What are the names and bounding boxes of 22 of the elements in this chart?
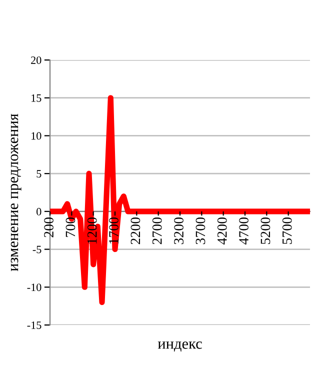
x-tick-label: 200: [44, 218, 54, 238]
y-tick-label: 5: [36, 170, 42, 178]
x-tick-label: 1700: [109, 218, 118, 244]
x-tick-label: 5700: [282, 218, 292, 244]
x-tick-label: 4200: [217, 218, 227, 244]
y-axis-title: изменение предложения: [10, 114, 22, 272]
x-tick-label: 700: [66, 218, 76, 237]
y-tick-label: 20: [31, 56, 42, 64]
x-tick-label: 2700: [152, 218, 162, 244]
y-tick-label: 0: [36, 208, 42, 216]
x-tick-label: 5200: [260, 218, 270, 244]
y-tick-label: 15: [32, 94, 42, 102]
x-tick-label: 3700: [196, 218, 206, 244]
y-tick-label: -15: [27, 322, 42, 329]
x-tick-label: 3200: [174, 218, 184, 244]
y-tick-label: -5: [32, 246, 42, 254]
x-tick-label: 2200: [130, 218, 140, 244]
x-axis-title: индекс: [158, 341, 202, 352]
x-tick-label: 1200: [87, 218, 97, 244]
y-tick-label: 10: [32, 132, 42, 140]
x-tick-label: 4700: [239, 218, 248, 244]
y-tick-label: -10: [27, 284, 42, 292]
